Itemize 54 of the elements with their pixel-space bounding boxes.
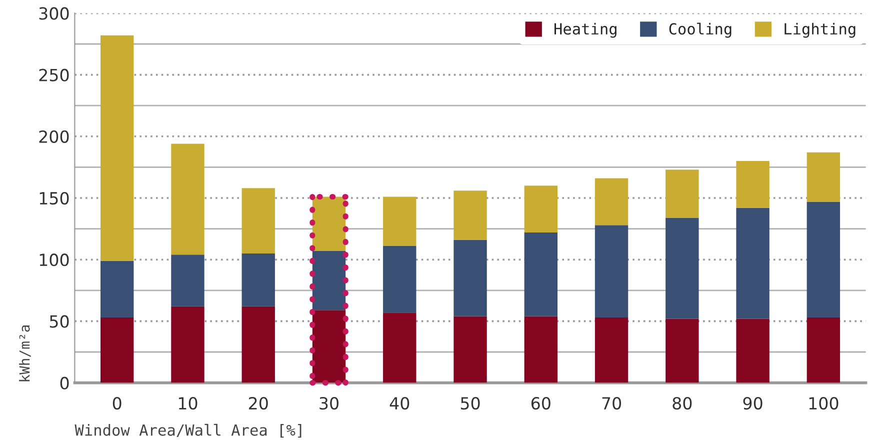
bar — [524, 232, 558, 316]
x-tick-label: 0 — [112, 396, 122, 410]
bar — [666, 318, 699, 383]
bar — [666, 170, 699, 218]
bar — [806, 202, 840, 318]
bar — [383, 196, 416, 246]
bar — [594, 225, 628, 318]
x-tick-label: 60 — [531, 396, 550, 410]
bar — [242, 306, 275, 383]
bar — [736, 318, 770, 383]
bar — [736, 208, 770, 319]
bar — [594, 178, 628, 226]
x-tick-label: 50 — [460, 396, 480, 410]
bar — [454, 190, 487, 240]
bar — [171, 306, 204, 383]
bar — [736, 161, 770, 208]
y-tick-label: 300 — [39, 7, 69, 20]
legend-label: Cooling — [669, 22, 732, 38]
bar — [242, 253, 275, 306]
bar — [454, 316, 487, 383]
x-tick-label: 70 — [602, 396, 622, 410]
y-tick-label: 50 — [50, 315, 69, 328]
y-tick-label: 250 — [39, 68, 69, 82]
y-tick-label: 150 — [40, 192, 69, 205]
bar — [242, 188, 275, 254]
y-tick-label: 0 — [60, 376, 69, 390]
x-tick-label: 80 — [672, 396, 692, 410]
bar — [171, 254, 204, 306]
y-tick-label: 100 — [40, 254, 69, 266]
bar — [383, 312, 416, 383]
bar — [524, 316, 558, 383]
x-tick-label: 30 — [320, 396, 338, 410]
bar — [454, 240, 487, 316]
bar — [100, 35, 134, 261]
x-tick-label: 20 — [248, 396, 268, 410]
bar — [806, 318, 840, 383]
legend-label: Heating — [554, 22, 616, 38]
bar — [171, 144, 204, 255]
x-tick-label: 100 — [809, 396, 838, 410]
x-axis-title: Window Area/Wall Area [%] — [74, 424, 302, 438]
y-tick-label: 200 — [39, 130, 69, 143]
bar — [383, 246, 416, 313]
bar — [594, 318, 628, 383]
bar — [100, 318, 134, 383]
x-tick-label: 90 — [743, 396, 762, 410]
legend-label: Lighting — [784, 22, 856, 38]
bar — [666, 218, 699, 319]
bar — [806, 152, 840, 202]
bar — [524, 186, 558, 232]
bar — [312, 250, 346, 310]
bar — [100, 260, 134, 318]
x-tick-label: 10 — [178, 396, 198, 410]
x-tick-label: 40 — [390, 396, 410, 410]
y-axis-title: kWh/m²a — [19, 325, 31, 382]
